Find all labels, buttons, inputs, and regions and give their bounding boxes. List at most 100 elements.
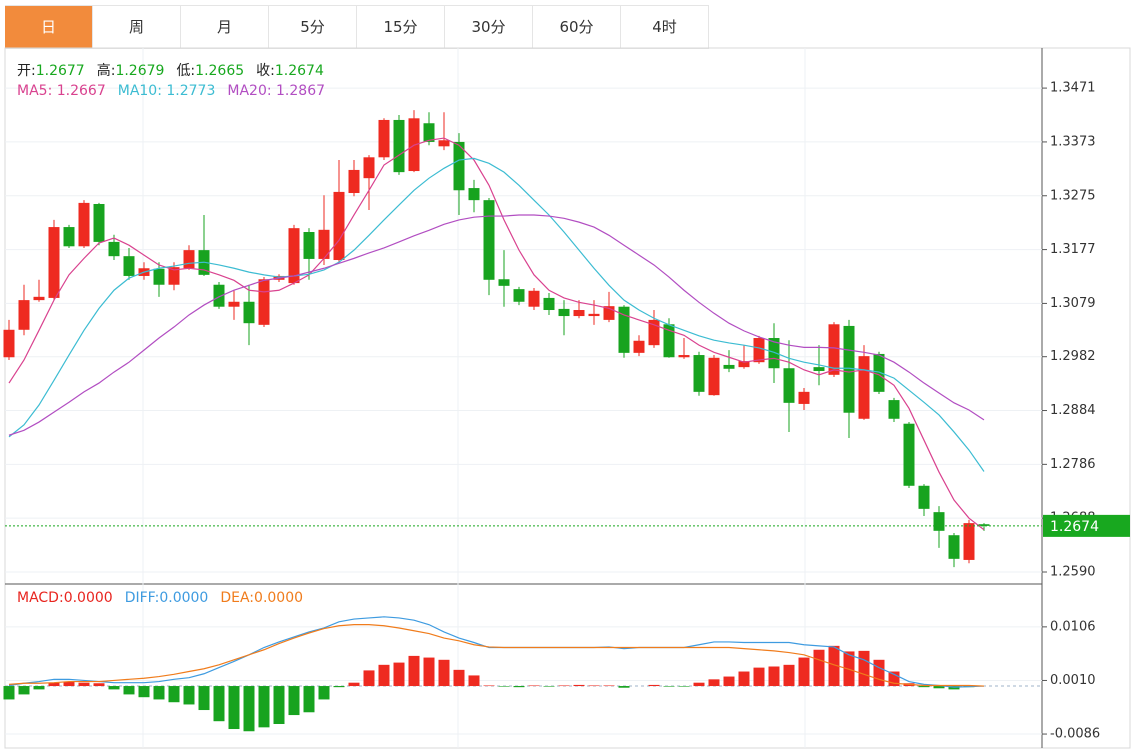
macd-bar [468,675,480,687]
candle-body [663,324,675,358]
candle-body [828,324,840,375]
candle-body [93,203,105,242]
legend-value: 1.2773 [166,83,216,99]
candle-body [378,119,390,158]
candle-body [33,296,45,301]
y-tick-label: 1.2884 [1050,403,1096,418]
macd-bar [663,686,675,687]
macd-bar [738,671,750,687]
candle-body [48,227,60,298]
ma-line [8,137,985,531]
candle-body [153,268,165,285]
macd-bar [753,667,765,687]
tab[interactable]: 日 [5,5,93,49]
macd-bar [603,685,615,687]
candle-body [168,267,180,285]
candle-body [513,289,525,302]
last-price-label: 1.2674 [1050,519,1099,535]
macd-bar [933,686,945,689]
macd-bar [33,686,45,690]
candle-body [453,141,465,191]
candle-body [693,355,705,392]
macd-bar [813,649,825,687]
legend-name: MA20: [227,83,272,99]
legend-value: 1.2667 [56,83,106,99]
ma-header: MA5: 1.2667 MA10: 1.2773 MA20: 1.2867 [17,83,337,99]
macd-bar [513,686,525,688]
macd-bar [228,686,240,730]
quote-label: 高: [96,63,116,79]
macd-bar [783,664,795,687]
macd-bar [363,670,375,687]
ma-line [8,157,985,472]
candle-body [873,353,885,392]
y-tick-label: 0.0010 [1050,673,1096,688]
candle-body [918,485,930,509]
quote-label: 开: [17,63,36,79]
candle-body [558,308,570,317]
candle-body [228,301,240,307]
candle-body [708,357,720,396]
macd-bar [888,671,900,687]
macd-bar [408,655,420,687]
macd-bar [348,682,360,687]
candle-body [678,355,690,358]
macd-bar [93,683,105,687]
macd-bar [573,684,585,687]
macd-bar [78,682,90,687]
y-tick-label: 1.2786 [1050,457,1096,472]
candle-body [363,157,375,179]
candle-body [768,338,780,369]
quote-value: 1.2674 [274,63,324,79]
macd-bar [393,662,405,687]
y-tick-label: 1.3471 [1050,81,1096,96]
macd-bar [243,686,255,732]
candle-body [813,367,825,371]
legend-name: DEA: [220,590,255,606]
candle-body [933,512,945,531]
y-tick-label: 1.3373 [1050,134,1096,149]
macd-bar [288,686,300,716]
candle-body [303,232,315,259]
candle-body [738,361,750,368]
candle-body [18,300,30,330]
y-tick-label: 0.0106 [1050,619,1096,634]
candle-body [108,241,120,257]
macd-bar [183,686,195,705]
candle-body [588,313,600,317]
legend-value: 0.0000 [63,590,113,606]
legend-value: 1.2867 [276,83,326,99]
macd-bar [438,659,450,687]
candle-body [78,202,90,247]
candle-body [633,340,645,353]
y-tick-label: 1.2590 [1050,565,1096,580]
y-tick-label: 1.2982 [1050,349,1096,364]
candle-body [438,140,450,147]
macd-bar [138,686,150,698]
macd-bar [333,686,345,688]
macd-bar [828,645,840,687]
macd-bar [318,686,330,700]
quote-value: 1.2665 [195,63,245,79]
macd-bar [708,679,720,687]
macd-bar [153,686,165,700]
candle-body [483,200,495,280]
macd-bar [48,682,60,687]
macd-bar [198,686,210,711]
quote-header: 开:1.2677 高:1.2679 低:1.2665 收:1.2674 [17,60,336,80]
candle-body [783,368,795,403]
candle-body [948,535,960,559]
macd-bar [873,659,885,687]
macd-bar [63,681,75,687]
macd-bar [123,686,135,695]
macd-bar [528,685,540,687]
candle-body [468,188,480,201]
candle-body [528,290,540,307]
macd-bar [798,657,810,687]
macd-bar [693,682,705,687]
macd-bar [768,666,780,687]
candle-body [423,123,435,142]
candle-body [978,524,990,526]
macd-bar [648,684,660,687]
